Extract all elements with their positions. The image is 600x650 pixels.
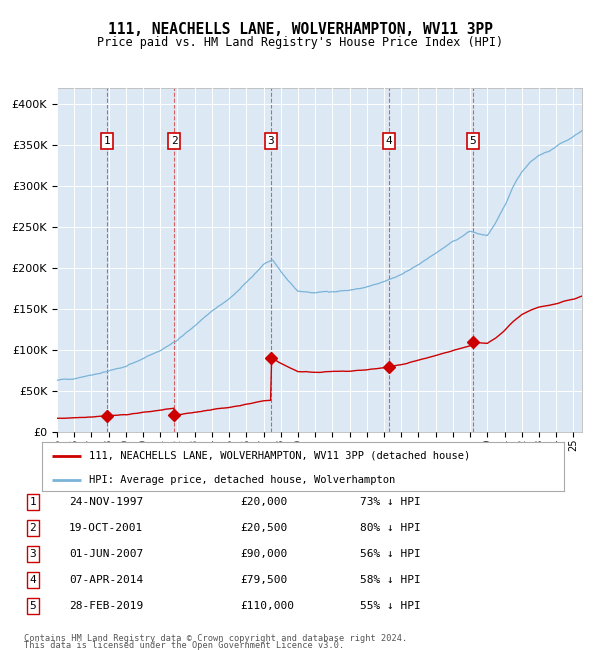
Text: 19-OCT-2001: 19-OCT-2001 bbox=[69, 523, 143, 533]
Text: 24-NOV-1997: 24-NOV-1997 bbox=[69, 497, 143, 507]
Text: £79,500: £79,500 bbox=[240, 575, 287, 585]
Text: 1: 1 bbox=[104, 136, 110, 146]
Text: £110,000: £110,000 bbox=[240, 601, 294, 611]
Text: 2: 2 bbox=[170, 136, 178, 146]
Text: 4: 4 bbox=[29, 575, 37, 585]
Text: 1: 1 bbox=[29, 497, 37, 507]
Text: £20,000: £20,000 bbox=[240, 497, 287, 507]
Text: Contains HM Land Registry data © Crown copyright and database right 2024.: Contains HM Land Registry data © Crown c… bbox=[24, 634, 407, 643]
Text: 56% ↓ HPI: 56% ↓ HPI bbox=[360, 549, 421, 559]
Text: 58% ↓ HPI: 58% ↓ HPI bbox=[360, 575, 421, 585]
Text: 111, NEACHELLS LANE, WOLVERHAMPTON, WV11 3PP: 111, NEACHELLS LANE, WOLVERHAMPTON, WV11… bbox=[107, 21, 493, 37]
Text: HPI: Average price, detached house, Wolverhampton: HPI: Average price, detached house, Wolv… bbox=[89, 475, 395, 485]
Text: 5: 5 bbox=[470, 136, 476, 146]
Text: 07-APR-2014: 07-APR-2014 bbox=[69, 575, 143, 585]
Text: 3: 3 bbox=[29, 549, 37, 559]
Text: 01-JUN-2007: 01-JUN-2007 bbox=[69, 549, 143, 559]
Text: £90,000: £90,000 bbox=[240, 549, 287, 559]
Text: 73% ↓ HPI: 73% ↓ HPI bbox=[360, 497, 421, 507]
Text: 3: 3 bbox=[268, 136, 274, 146]
Text: 4: 4 bbox=[385, 136, 392, 146]
Text: 55% ↓ HPI: 55% ↓ HPI bbox=[360, 601, 421, 611]
Text: 2: 2 bbox=[29, 523, 37, 533]
Text: 5: 5 bbox=[29, 601, 37, 611]
Text: 111, NEACHELLS LANE, WOLVERHAMPTON, WV11 3PP (detached house): 111, NEACHELLS LANE, WOLVERHAMPTON, WV11… bbox=[89, 450, 470, 461]
Text: 80% ↓ HPI: 80% ↓ HPI bbox=[360, 523, 421, 533]
Text: This data is licensed under the Open Government Licence v3.0.: This data is licensed under the Open Gov… bbox=[24, 641, 344, 650]
Text: Price paid vs. HM Land Registry's House Price Index (HPI): Price paid vs. HM Land Registry's House … bbox=[97, 36, 503, 49]
Text: £20,500: £20,500 bbox=[240, 523, 287, 533]
Text: 28-FEB-2019: 28-FEB-2019 bbox=[69, 601, 143, 611]
